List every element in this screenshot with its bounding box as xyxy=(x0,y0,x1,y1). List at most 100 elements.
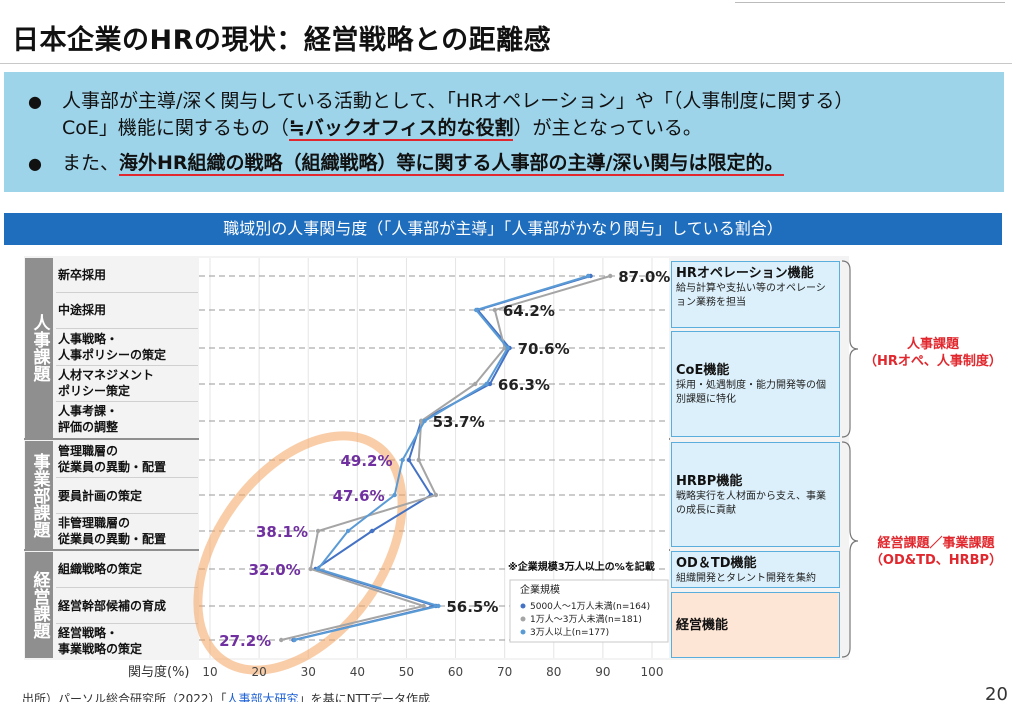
legend-entry: 1万人～3万人未満(n=181) xyxy=(530,613,642,625)
data-label: 87.0% xyxy=(618,268,670,286)
row-separator xyxy=(56,292,198,293)
data-label: 64.2% xyxy=(503,302,555,320)
right-label-sub: （HRオペ、人事制度） xyxy=(864,354,1002,369)
data-point xyxy=(433,492,439,498)
bullet-dot-icon: ● xyxy=(28,154,42,173)
row-separator xyxy=(56,623,198,624)
data-label: 49.2% xyxy=(340,452,392,470)
row-separator xyxy=(56,401,198,402)
row-separator xyxy=(56,328,198,329)
data-point xyxy=(292,637,297,643)
data-point xyxy=(492,307,498,313)
summary-text: ）が主となっている。 xyxy=(513,117,702,139)
x-axis-ticks: 10 20 30 40 50 60 70 80 90 100 xyxy=(202,665,663,679)
row-label: 組織戦略の策定 xyxy=(58,562,143,576)
brace-management xyxy=(841,441,859,658)
group-band-management: 経営課題 xyxy=(25,552,53,658)
row-label: 人事戦略・ 人事ポリシーの策定 xyxy=(58,332,167,362)
function-desc: 組織開発とタレント開発を集約 xyxy=(676,573,816,584)
summary-emphasis: 海外HR組織の戦略（組織戦略）等に関する人事部の主導/深い関与は限定的。 xyxy=(119,152,784,176)
x-tick-label: 90 xyxy=(595,665,610,679)
data-point xyxy=(608,273,613,279)
row-label: 経営戦略・ 事業戦略の策定 xyxy=(58,626,143,656)
function-box-od-td: OD＆TD機能 組織開発とタレント開発を集約 xyxy=(671,551,840,588)
data-point xyxy=(400,457,405,463)
source-text: 出所）パーソル総合研究所（2022）「 xyxy=(22,692,227,702)
row-label: 新卒採用 xyxy=(58,268,107,282)
data-label: 47.6% xyxy=(333,487,385,505)
data-point xyxy=(416,457,421,463)
summary-text: また、 xyxy=(62,152,120,174)
function-title: HRBP機能 xyxy=(676,474,743,489)
data-point xyxy=(315,566,321,572)
group-band-hr: 人事課題 xyxy=(25,258,53,438)
group-label: 経営課題 xyxy=(29,571,50,639)
summary-box: ● 人事部が主導/深く関与している活動として、「HRオペレーション」や「（人事制… xyxy=(4,72,1004,192)
row-label: 人材マネジメント ポリシー策定 xyxy=(58,368,155,398)
legend-entry: 5000人～1万人未満(n=164) xyxy=(530,600,650,612)
data-label: 66.3% xyxy=(498,376,550,394)
data-point xyxy=(473,381,478,387)
legend-marker-series-3 xyxy=(520,629,526,635)
function-box-management: 経営機能 xyxy=(671,592,840,658)
right-label-sub: （OD&TD、HRBP） xyxy=(869,553,1003,568)
summary-bullet-1-line-2: CoE」機能に関するもの（≒バックオフィス的な役割）が主となっている。 xyxy=(62,115,702,142)
data-point xyxy=(369,528,375,534)
function-desc: 戦略実行を人材面から支え、事業の成長に貢献 xyxy=(676,491,826,516)
data-point xyxy=(308,566,313,572)
data-point xyxy=(392,492,397,498)
data-point xyxy=(418,418,424,424)
function-desc: 給与計算や支払い等のオペレーション業務を担当 xyxy=(676,283,826,308)
data-point xyxy=(473,307,479,313)
summary-emphasis: ≒バックオフィス的な役割 xyxy=(288,117,514,141)
legend-marker-series-1 xyxy=(520,603,526,609)
row-label: 要員計画の策定 xyxy=(58,489,143,503)
source-link[interactable]: 人事部大研究 xyxy=(226,692,299,702)
row-label: 経営幹部候補の育成 xyxy=(58,599,167,613)
function-desc: 採用・処遇制度・能力開発等の個別課題に特化 xyxy=(676,380,826,405)
row-separator xyxy=(56,513,198,514)
row-label: 人事考課・ 評価の調整 xyxy=(58,404,119,434)
data-point xyxy=(279,637,284,643)
x-tick-label: 70 xyxy=(497,665,512,679)
x-tick-label: 50 xyxy=(399,665,414,679)
x-tick-label: 40 xyxy=(350,665,365,679)
legend-entry: 3万人以上(n=177) xyxy=(530,627,609,638)
page-number: 20 xyxy=(985,684,1008,702)
data-label: 38.1% xyxy=(256,523,308,541)
data-point xyxy=(406,457,412,463)
row-separator xyxy=(56,587,198,588)
chart-note: ※企業規模3万人以上の%を記載 xyxy=(508,560,655,573)
group-label: 人事課題 xyxy=(29,314,50,382)
legend-title: 企業規模 xyxy=(520,583,560,596)
summary-bullet-2-text: また、海外HR組織の戦略（組織戦略）等に関する人事部の主導/深い関与は限定的。 xyxy=(62,150,784,177)
data-point xyxy=(422,418,427,424)
right-label-business: 経営課題／事業課題 （OD&TD、HRBP） xyxy=(860,535,1012,569)
x-tick-label: 60 xyxy=(448,665,463,679)
function-title: HRオペレーション機能 xyxy=(676,266,814,281)
data-label: 27.2% xyxy=(219,632,271,650)
series-lines xyxy=(279,273,613,643)
function-box-coe: CoE機能 採用・処遇制度・能力開発等の個別課題に特化 xyxy=(671,331,840,437)
data-point xyxy=(315,528,321,534)
row-label: 管理職層の 従業員の異動・配置 xyxy=(58,444,167,474)
data-label: 32.0% xyxy=(249,561,301,579)
group-band-business: 事業部課題 xyxy=(25,441,53,549)
chart-header: 職域別の人事関与度（「人事部が主導」「人事部がかなり関与」している割合） xyxy=(4,213,1002,245)
brace-hr xyxy=(841,260,859,438)
row-separator xyxy=(56,365,198,366)
header-rule-top xyxy=(735,2,1005,3)
data-label: 53.7% xyxy=(433,413,485,431)
x-tick-label: 20 xyxy=(251,665,266,679)
data-label: 56.5% xyxy=(446,598,498,616)
right-label-hr: 人事課題 （HRオペ、人事制度） xyxy=(858,336,1008,370)
x-tick-label: 10 xyxy=(202,665,217,679)
data-point xyxy=(484,381,489,387)
function-title: CoE機能 xyxy=(676,363,730,378)
right-label-main: 人事課題 xyxy=(906,337,959,352)
data-point xyxy=(436,603,441,609)
function-box-hrbp: HRBP機能 戦略実行を人材面から支え、事業の成長に貢献 xyxy=(671,442,840,547)
summary-text: CoE」機能に関するもの（ xyxy=(62,117,289,139)
data-point xyxy=(421,603,426,609)
